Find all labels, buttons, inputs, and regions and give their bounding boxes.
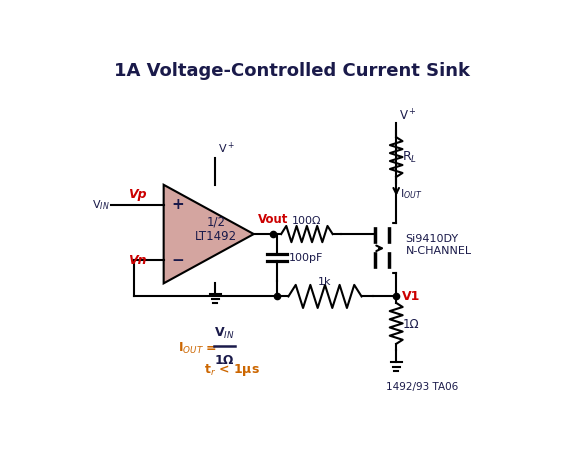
Text: R$_L$: R$_L$ [403, 150, 417, 165]
Text: V$^+$: V$^+$ [218, 141, 235, 156]
Text: 1A Voltage-Controlled Current Sink: 1A Voltage-Controlled Current Sink [114, 62, 471, 80]
Text: Vn: Vn [128, 254, 147, 267]
Text: V$_{IN}$: V$_{IN}$ [92, 198, 110, 211]
Text: 1/2
LT1492: 1/2 LT1492 [195, 216, 237, 243]
Text: V$^+$: V$^+$ [399, 109, 416, 124]
Text: 100pF: 100pF [289, 253, 324, 263]
Text: −: − [171, 253, 184, 268]
Text: 100Ω: 100Ω [292, 216, 321, 225]
Text: 1k: 1k [318, 277, 331, 287]
Text: 1Ω: 1Ω [403, 318, 419, 331]
Text: 1492/93 TA06: 1492/93 TA06 [385, 382, 458, 392]
Text: V1: V1 [403, 290, 421, 303]
Text: 1Ω: 1Ω [215, 354, 234, 367]
Polygon shape [164, 185, 254, 283]
Text: V$_{IN}$: V$_{IN}$ [214, 326, 235, 341]
Text: t$_r$ < 1μs: t$_r$ < 1μs [204, 361, 260, 378]
Text: Vp: Vp [128, 188, 147, 201]
Text: I$_{OUT}$: I$_{OUT}$ [400, 187, 423, 201]
Text: I$_{OUT}$: I$_{OUT}$ [178, 340, 204, 356]
Text: =: = [206, 342, 216, 355]
Text: Vout: Vout [258, 213, 289, 226]
Text: +: + [171, 197, 184, 212]
Text: Si9410DY
N-CHANNEL: Si9410DY N-CHANNEL [405, 234, 472, 255]
